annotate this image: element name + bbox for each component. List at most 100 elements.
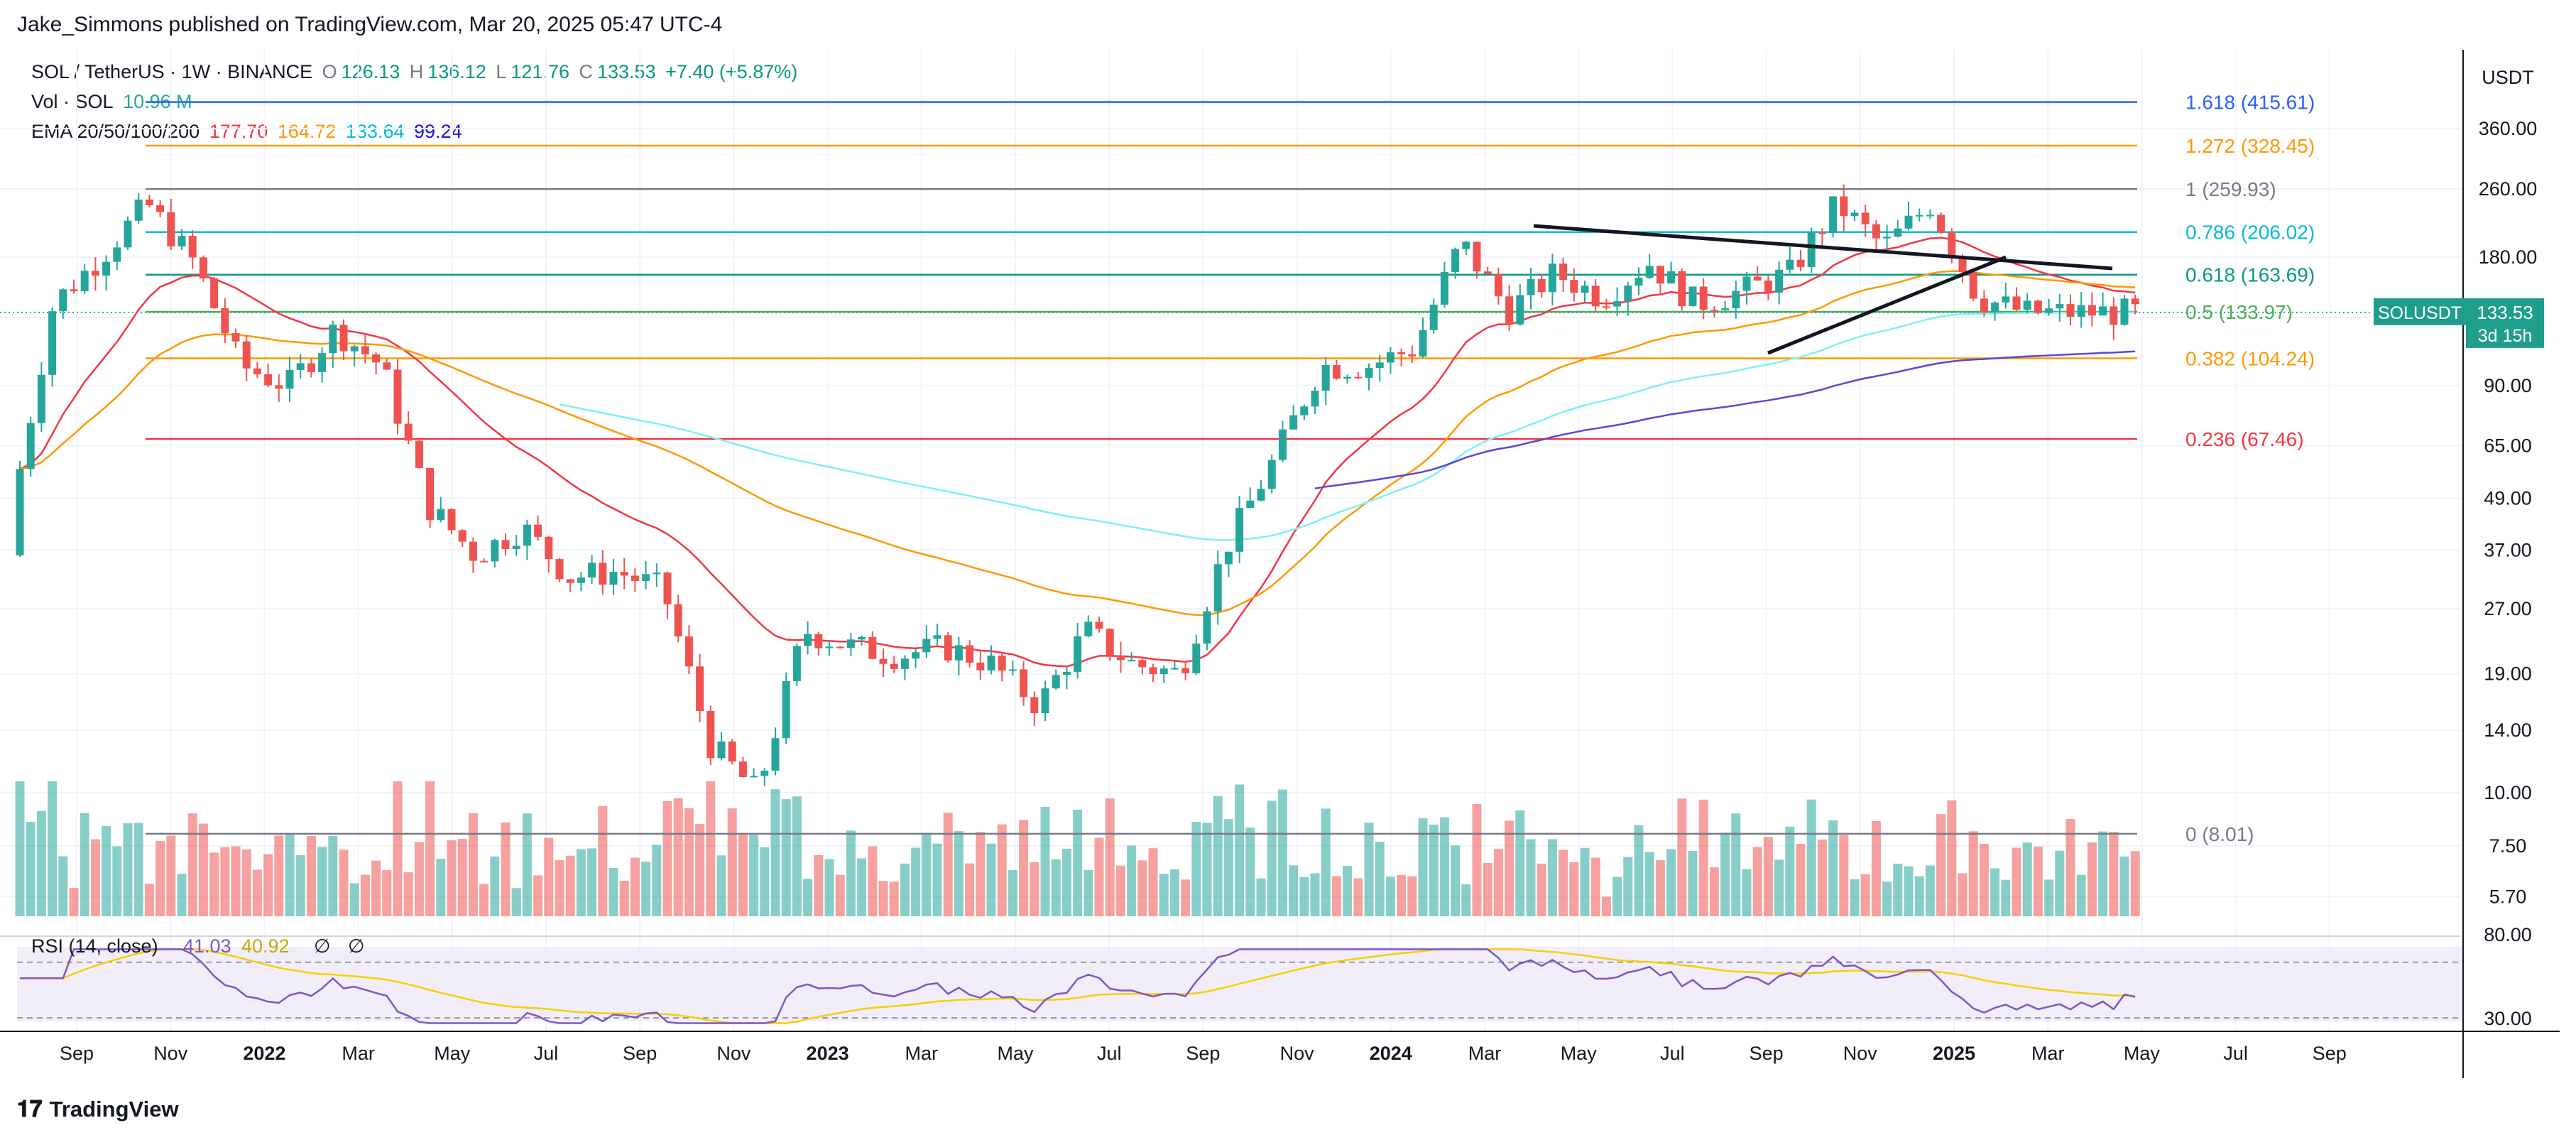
- time-tick-label: Sep: [1186, 1043, 1220, 1064]
- candle-body: [1116, 655, 1125, 661]
- price-tick-label: 10.00: [2484, 782, 2532, 803]
- candle-body: [706, 711, 715, 759]
- volume-bar: [803, 879, 813, 916]
- volume-bar: [155, 841, 165, 916]
- volume-bar: [2033, 846, 2043, 916]
- candle-body: [760, 771, 769, 776]
- candle-body: [16, 469, 24, 555]
- volume-bar: [1644, 852, 1654, 916]
- volume-bar: [1850, 879, 1860, 916]
- candle-body: [1419, 330, 1427, 357]
- candle-body: [825, 646, 834, 648]
- candle-body: [1397, 352, 1406, 354]
- candle-body: [350, 346, 359, 352]
- trendline-upper: [1533, 224, 2113, 271]
- candle-body: [1548, 264, 1556, 293]
- volume-bar: [1806, 799, 1816, 916]
- candle-body: [1937, 215, 1945, 232]
- volume-bar: [1505, 820, 1515, 916]
- candle-body: [1861, 212, 1870, 224]
- volume-bar: [1385, 876, 1395, 916]
- volume-bar: [1623, 857, 1633, 916]
- ema100-value: 133.64: [345, 121, 405, 142]
- fib-label: 0.236 (67.46): [2185, 428, 2304, 450]
- candle-body: [1807, 232, 1816, 267]
- volume-bar: [1698, 799, 1708, 916]
- candle-body: [318, 353, 327, 372]
- volume-bar: [598, 805, 608, 916]
- candle-body: [1678, 271, 1686, 307]
- candle-body: [1516, 295, 1524, 325]
- candle-body: [566, 579, 574, 583]
- volume-bar: [1375, 842, 1385, 916]
- volume-bar: [479, 884, 489, 916]
- volume-bar: [1655, 860, 1665, 916]
- volume-bar: [1752, 847, 1762, 916]
- volume-bar: [1213, 796, 1223, 916]
- candle-body: [1710, 310, 1718, 312]
- volume-bar: [490, 856, 500, 916]
- candle-body: [1440, 271, 1448, 305]
- volume-bar: [760, 847, 770, 916]
- candle-body: [1958, 256, 1967, 273]
- volume-label: Vol · SOL: [31, 91, 114, 112]
- candle-body: [814, 634, 823, 648]
- volume-bar: [263, 854, 273, 916]
- volume-bar: [2065, 819, 2075, 916]
- candle-body: [1074, 636, 1082, 672]
- candle-body: [1591, 286, 1600, 307]
- candle-body: [199, 257, 207, 278]
- volume-bar: [1289, 865, 1299, 916]
- volume-bar: [1331, 876, 1341, 916]
- volume-bar: [1968, 831, 1978, 916]
- volume-bar: [1936, 814, 1946, 916]
- time-tick-label: May: [2124, 1043, 2161, 1064]
- volume-bar: [1008, 869, 1017, 916]
- candle-body: [922, 639, 931, 653]
- candle-body: [253, 368, 261, 374]
- tradingview-brand[interactable]: 𝟏𝟕 TradingView: [17, 1096, 179, 1123]
- candle-body: [458, 530, 466, 542]
- candle-body: [987, 655, 995, 671]
- candle-body: [1354, 376, 1363, 379]
- candle-body: [674, 604, 682, 637]
- candle-body: [1267, 460, 1276, 489]
- volume-bar: [198, 823, 208, 916]
- candle-body: [134, 199, 143, 221]
- candle-body: [1559, 264, 1568, 281]
- volume-bar: [814, 854, 824, 916]
- volume-bar: [425, 781, 435, 916]
- time-tick-label: Mar: [905, 1043, 939, 1064]
- symbol-label[interactable]: SOL / TetherUS · 1W · BINANCE: [31, 61, 313, 82]
- volume-bar: [1321, 808, 1331, 916]
- change-value: +7.40 (+5.87%): [665, 61, 798, 82]
- candle-body: [91, 271, 99, 276]
- volume-bar: [608, 868, 618, 916]
- ema200-value: 99.24: [414, 121, 462, 142]
- volume-bar: [1051, 859, 1061, 916]
- candle-body: [437, 509, 445, 521]
- volume-bar: [1256, 878, 1266, 916]
- volume-bar: [274, 835, 284, 916]
- candle-body: [1213, 564, 1222, 612]
- candle-body: [221, 308, 229, 334]
- candle-body: [2131, 298, 2139, 305]
- volume-bar: [1127, 845, 1137, 916]
- candlesticks: [16, 184, 2139, 786]
- rsi-tick-label: 30.00: [2484, 1008, 2532, 1029]
- ema-legend[interactable]: EMA 20/50/100/200 177.70 164.72 133.64 9…: [31, 121, 466, 143]
- volume-bar: [69, 888, 79, 916]
- ema-lines: [19, 237, 2136, 668]
- volume-bar: [878, 881, 888, 916]
- candle-body: [1128, 660, 1136, 662]
- volume-bar: [48, 781, 58, 916]
- ema-label: EMA 20/50/100/200: [31, 121, 200, 142]
- candle-body: [1991, 302, 1999, 312]
- candle-body: [846, 639, 855, 648]
- volume-bar: [1030, 862, 1039, 916]
- candle-body: [1365, 368, 1373, 378]
- candle-body: [1764, 280, 1772, 293]
- time-tick-label: Jul: [534, 1043, 559, 1064]
- candle-body: [1904, 215, 1913, 229]
